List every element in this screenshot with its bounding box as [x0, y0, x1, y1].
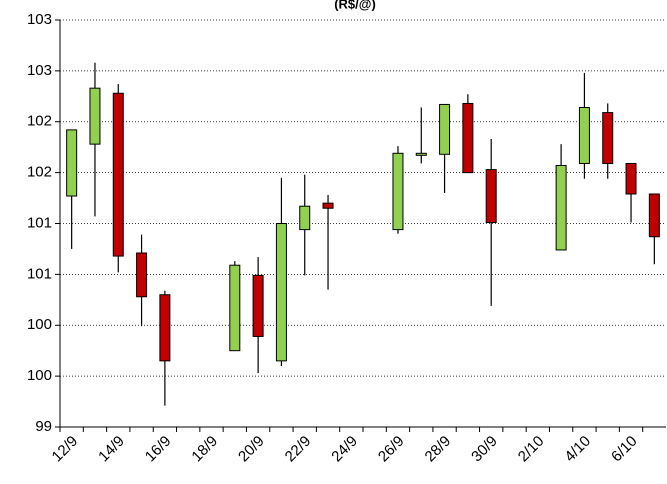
y-tick-label: 102	[27, 164, 52, 181]
y-tick-label: 100	[27, 316, 52, 333]
candle-body	[112, 92, 124, 257]
candle-body	[136, 252, 148, 298]
y-tick-label: 101	[27, 265, 52, 282]
chart-title: (R$/@)	[334, 0, 376, 11]
candle-body	[578, 107, 590, 164]
x-tick-label: 20/9	[235, 433, 268, 466]
x-tick-label: 14/9	[95, 433, 128, 466]
candle-body	[415, 152, 427, 156]
y-tick-label: 103	[27, 11, 52, 28]
x-tick-label: 30/9	[468, 433, 501, 466]
candle-body	[89, 87, 101, 145]
y-tick-label: 102	[27, 113, 52, 130]
x-tick-label: 12/9	[49, 433, 82, 466]
x-tick-label: 24/9	[328, 433, 361, 466]
candle-body	[462, 102, 474, 174]
candle-body	[159, 294, 171, 362]
candle-body	[299, 205, 311, 231]
x-tick-label: 4/10	[561, 433, 594, 466]
x-tick-label: 28/9	[422, 433, 455, 466]
x-tick-label: 18/9	[188, 433, 221, 466]
candle-body	[252, 274, 264, 337]
candle-body	[555, 165, 567, 251]
x-tick-label: 2/10	[515, 433, 548, 466]
candle-body	[439, 103, 451, 155]
candle-body	[229, 264, 241, 352]
candle-body	[485, 169, 497, 223]
y-tick-label: 101	[27, 214, 52, 231]
candle-body	[66, 129, 78, 197]
x-tick-label: 22/9	[282, 433, 315, 466]
x-tick-label: 6/10	[608, 433, 641, 466]
candle-body	[625, 162, 637, 195]
y-tick-label: 103	[27, 62, 52, 79]
candle-body	[602, 112, 614, 164]
x-tick-label: 26/9	[375, 433, 408, 466]
candle-body	[392, 152, 404, 231]
candle-body	[275, 223, 287, 362]
candle-body	[648, 193, 660, 238]
candle-body	[322, 202, 334, 209]
x-tick-label: 16/9	[142, 433, 175, 466]
y-tick-label: 99	[35, 418, 52, 435]
y-tick-label: 100	[27, 367, 52, 384]
